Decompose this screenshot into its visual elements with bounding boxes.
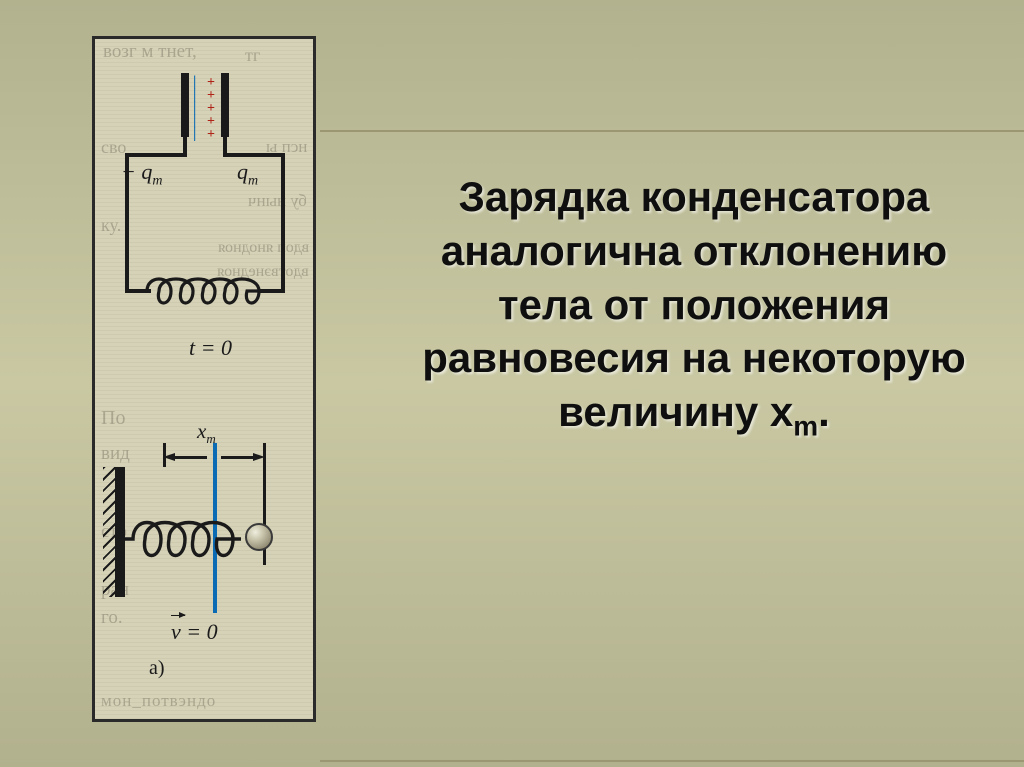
dim-shaft	[221, 456, 255, 459]
main-text: Зарядка конденсатора аналогична отклонен…	[414, 170, 974, 444]
main-text-tail: .	[818, 388, 830, 435]
vector-arrow-icon	[171, 615, 185, 616]
mass-ball	[245, 523, 273, 551]
decorative-rule-bottom	[320, 760, 1024, 762]
figure-scan-bg: возг м тнет, тг сво нсп ы бу нынч ку. вд…	[95, 39, 313, 719]
wire	[225, 153, 285, 157]
q-label-right: qm	[237, 159, 258, 189]
dim-tick	[263, 443, 266, 467]
ghost-text: мон_потвэндо	[101, 691, 216, 711]
q-label-left-text: − q	[121, 159, 152, 184]
slide: возг м тнет, тг сво нсп ы бу нынч ку. вд…	[0, 0, 1024, 767]
inductor-coil-icon	[145, 273, 265, 313]
velocity-label: v = 0	[171, 619, 218, 645]
subfigure-label: а)	[149, 657, 165, 680]
spring-icon	[123, 513, 243, 565]
ghost-text: возг м тнет,	[103, 41, 197, 63]
q-label-right-sub: m	[248, 173, 258, 188]
spring-mass-diagram: xm v = 0	[111, 419, 303, 659]
q-label-right-text: q	[237, 159, 248, 184]
time-label: t = 0	[189, 335, 232, 361]
decorative-rule-top	[320, 130, 1024, 132]
wall-hatch	[103, 467, 115, 597]
figure-panel: возг м тнет, тг сво нсп ы бу нынч ку. вд…	[92, 36, 316, 722]
q-label-left: − qm	[121, 159, 162, 189]
dim-tick	[163, 443, 166, 467]
ghost-text: тг	[245, 45, 260, 66]
capacitor-plate-right	[221, 73, 229, 137]
capacitor-plate-left	[181, 73, 189, 137]
main-text-sub: m	[793, 410, 818, 441]
lc-circuit: ||||| +++++ − qm qm t = 0	[125, 73, 285, 353]
ghost-text: ку.	[101, 215, 121, 236]
xm-text: x	[197, 419, 206, 443]
dim-shaft	[173, 456, 207, 459]
main-text-body: Зарядка конденсатора аналогична отклонен…	[422, 173, 965, 435]
positive-charges: +++++	[207, 77, 215, 140]
negative-charges: |||||	[193, 77, 196, 140]
wire	[125, 153, 185, 157]
q-label-left-sub: m	[152, 173, 162, 188]
wire	[281, 153, 285, 293]
ghost-text: сво	[101, 137, 126, 158]
